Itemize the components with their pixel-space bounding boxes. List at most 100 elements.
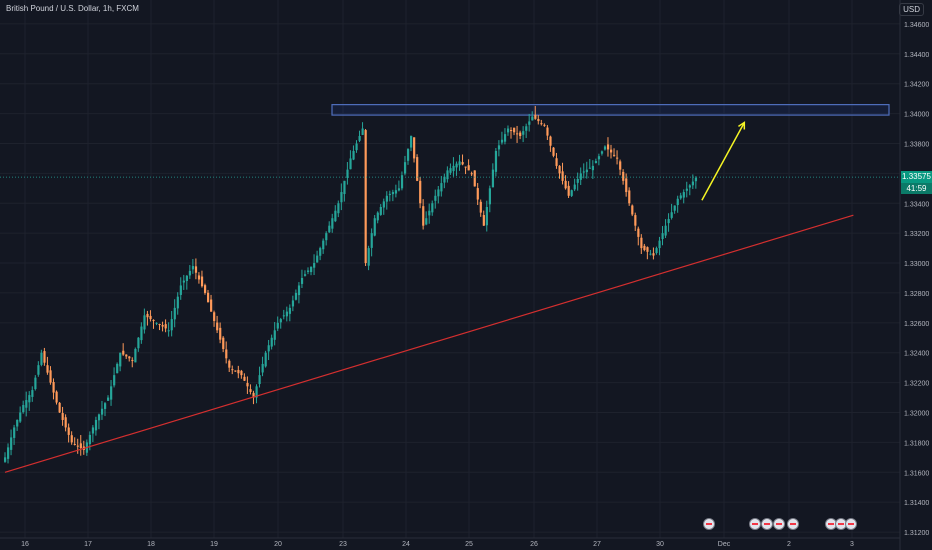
candle-body — [388, 193, 392, 195]
candle-body — [210, 299, 213, 312]
candle-body — [655, 248, 658, 254]
time-tick-label: 25 — [465, 541, 473, 548]
candle-body — [352, 150, 355, 160]
candle-body — [670, 212, 673, 218]
candle-timer-badge: 41:59 — [901, 183, 932, 195]
candle-body — [349, 158, 352, 170]
candle-body — [446, 170, 449, 180]
time-tick-label: 18 — [147, 541, 155, 548]
candle-body — [319, 248, 322, 256]
price-tick-label: 1.33400 — [904, 201, 929, 208]
candle-body — [270, 337, 273, 347]
flag-event-icon[interactable] — [773, 518, 785, 530]
candle-body — [252, 392, 255, 398]
time-tick-label: Dec — [718, 541, 731, 548]
candle-body — [143, 315, 146, 330]
time-tick-label: 30 — [656, 541, 664, 548]
candle-body — [303, 274, 307, 276]
price-tick-label: 1.31600 — [904, 470, 929, 477]
time-tick-label: 16 — [21, 541, 29, 548]
currency-label[interactable]: USD — [899, 3, 924, 16]
candle-body — [200, 276, 204, 287]
candle-body — [191, 266, 195, 270]
price-tick-label: 1.34200 — [904, 82, 929, 89]
price-tick-label: 1.33000 — [904, 261, 929, 268]
candle-body — [258, 375, 261, 385]
flag-event-icon[interactable] — [749, 518, 761, 530]
candle-body — [458, 161, 461, 166]
candle-body — [588, 167, 591, 169]
candle-body — [276, 322, 279, 329]
candle-body — [346, 169, 349, 178]
price-tick-label: 1.33200 — [904, 231, 929, 238]
candle-body — [510, 130, 513, 132]
resistance-zone — [331, 104, 890, 116]
candle-body — [549, 136, 552, 146]
candle-body — [125, 354, 128, 357]
candle-body — [637, 228, 640, 237]
candle-body — [279, 319, 282, 323]
candle-body — [222, 337, 225, 349]
candle-body — [173, 307, 176, 320]
candle-body — [422, 206, 425, 226]
candle-body — [52, 381, 55, 393]
candle-body — [10, 437, 13, 450]
candle-body — [625, 178, 628, 193]
candle-body — [64, 417, 67, 428]
candle-body — [519, 132, 522, 137]
candle-body — [646, 247, 649, 252]
candle-body — [443, 176, 446, 183]
candle-body — [370, 233, 373, 248]
candle-body — [622, 171, 625, 181]
flag-event-icon[interactable] — [787, 518, 799, 530]
candle-body — [485, 206, 488, 226]
candle-body — [603, 146, 607, 150]
candle-body — [4, 457, 7, 462]
candle-body — [503, 134, 507, 142]
candle-body — [70, 435, 73, 443]
candle-body — [73, 443, 76, 445]
candle-body — [88, 434, 92, 445]
candle-body — [231, 369, 234, 371]
candle-body — [197, 275, 201, 280]
flag-event-icon[interactable] — [845, 518, 857, 530]
flag-event-icon[interactable] — [703, 518, 715, 530]
candle-body — [297, 285, 301, 296]
candle-body — [616, 157, 619, 159]
candle-body — [216, 322, 219, 331]
candle-body — [240, 370, 243, 376]
candle-body — [7, 447, 10, 459]
candle-body — [49, 370, 52, 383]
candle-body — [364, 130, 367, 264]
flag-event-icon[interactable] — [761, 518, 773, 530]
candle-body — [546, 127, 549, 136]
candle-body — [331, 218, 334, 229]
candle-body — [534, 114, 537, 119]
candle-body — [585, 169, 588, 173]
price-tick-label: 1.31800 — [904, 440, 929, 447]
candle-body — [688, 185, 691, 188]
candle-body — [579, 173, 582, 180]
candle-body — [134, 348, 137, 363]
time-tick-label: 27 — [593, 541, 601, 548]
candle-body — [391, 192, 395, 195]
candle-body — [479, 201, 482, 213]
time-tick-label: 26 — [530, 541, 538, 548]
candle-body — [464, 166, 467, 168]
candle-body — [55, 391, 58, 403]
candle-body — [137, 337, 140, 349]
candle-body — [397, 188, 401, 191]
candle-body — [34, 377, 37, 390]
candle-body — [313, 263, 316, 268]
candle-body — [649, 253, 652, 255]
candle-body — [325, 233, 328, 241]
candle-body — [282, 315, 285, 317]
price-tick-label: 1.31400 — [904, 500, 929, 507]
candle-body — [176, 296, 179, 309]
candle-body — [288, 307, 292, 314]
candle-body — [322, 240, 325, 250]
candle-body — [167, 330, 170, 332]
candle-body — [419, 180, 422, 204]
